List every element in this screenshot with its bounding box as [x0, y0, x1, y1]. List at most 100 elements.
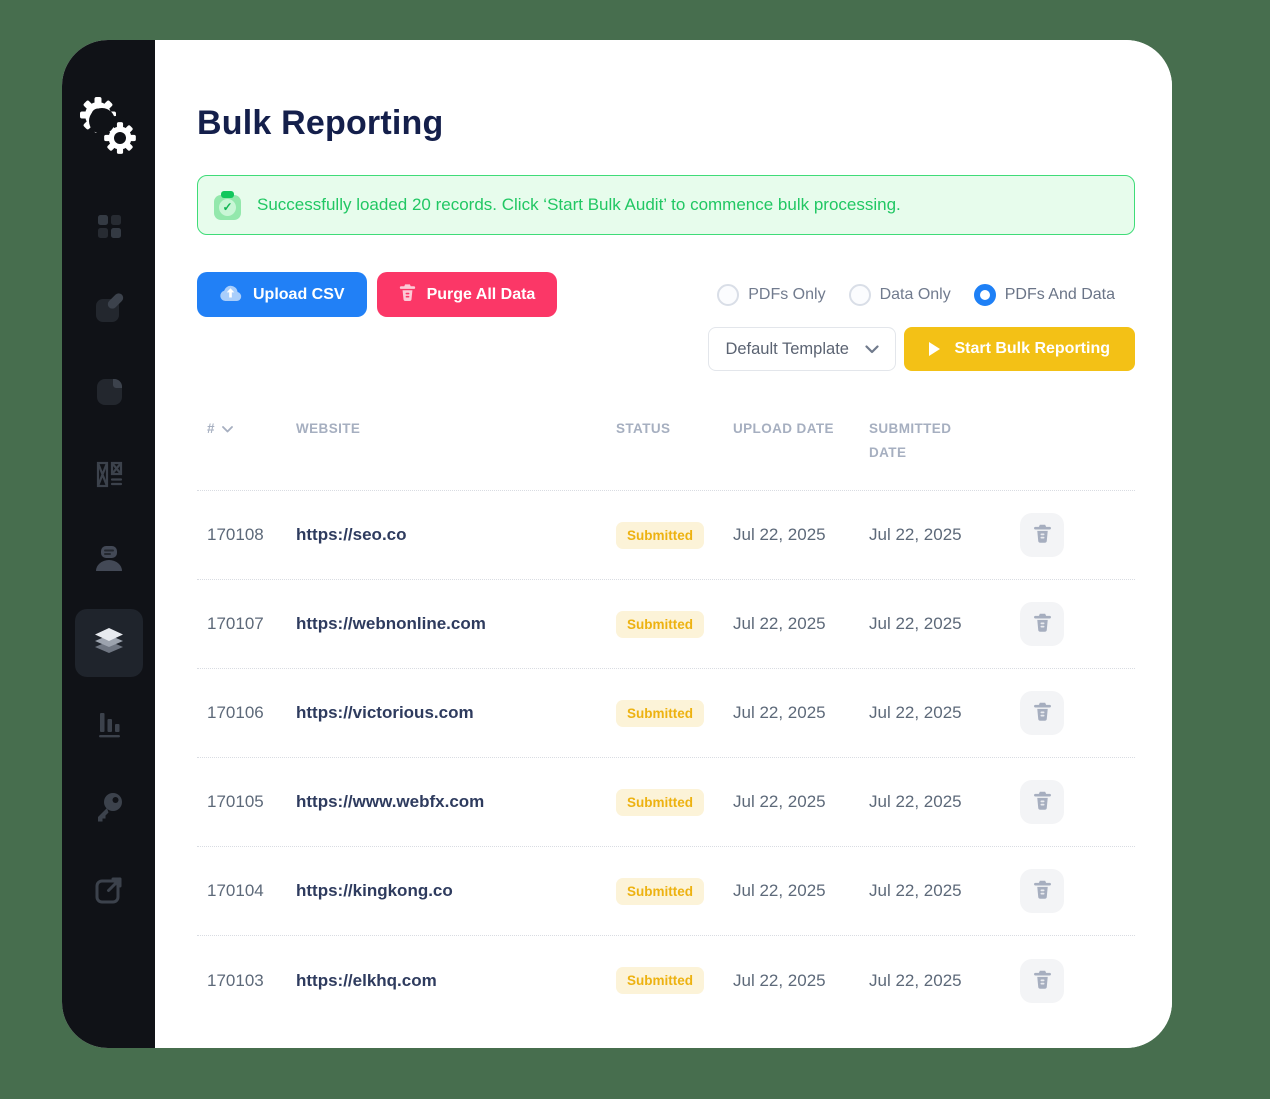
output-mode-radios: PDFs Only Data Only PDFs And Data	[717, 283, 1115, 306]
table-header: # WEBSITE STATUS UPLOAD DATE SUBMITTED D…	[197, 417, 1135, 492]
row-submitted-date: Jul 22, 2025	[869, 970, 962, 990]
clipboard-check-icon: ✓	[214, 190, 241, 220]
table-row: 170103 https://elkhq.com Submitted Jul 2…	[197, 936, 1135, 1025]
sidebar-item-bar-chart[interactable]	[75, 692, 143, 760]
radio-label: Data Only	[879, 285, 951, 303]
sidebar-item-external-link[interactable]	[75, 858, 143, 926]
table-body: 170108 https://seo.co Submitted Jul 22, …	[197, 491, 1135, 1025]
chevron-down-icon	[865, 340, 880, 359]
row-submitted-date: Jul 22, 2025	[869, 525, 962, 545]
start-bulk-reporting-label: Start Bulk Reporting	[954, 340, 1110, 357]
trash-icon	[1033, 523, 1052, 547]
row-id: 170106	[207, 703, 264, 723]
key-icon	[91, 789, 127, 830]
row-upload-date: Jul 22, 2025	[733, 792, 826, 812]
table-row: 170108 https://seo.co Submitted Jul 22, …	[197, 491, 1135, 581]
purge-all-data-button[interactable]: Purge All Data	[376, 272, 558, 317]
start-bulk-reporting-button[interactable]: Start Bulk Reporting	[904, 327, 1135, 371]
sidebar-item-key[interactable]	[75, 775, 143, 843]
radio-pdfs-only[interactable]: PDFs Only	[717, 283, 826, 306]
row-submitted-date: Jul 22, 2025	[869, 614, 962, 634]
main-content: Bulk Reporting ✓ Successfully loaded 20 …	[155, 40, 1172, 1048]
radio-circle	[717, 283, 740, 306]
table-row: 170106 https://victorious.com Submitted …	[197, 669, 1135, 759]
column-header-submitted-date: SUBMITTED DATE	[869, 421, 952, 460]
row-id: 170107	[207, 614, 264, 634]
edit-icon	[91, 291, 127, 332]
template-select[interactable]: Default Template	[708, 327, 897, 371]
row-upload-date: Jul 22, 2025	[733, 703, 826, 723]
radio-pdfs-and-data[interactable]: PDFs And Data	[973, 283, 1115, 306]
seoptimer-gear-logo[interactable]	[69, 86, 149, 168]
row-submitted-date: Jul 22, 2025	[869, 792, 962, 812]
toolbar-row: Upload CSV Purge All Data PDFs Only	[197, 272, 1135, 317]
status-badge: Submitted	[616, 877, 704, 905]
layers-icon	[90, 622, 128, 665]
page-title: Bulk Reporting	[197, 104, 444, 142]
status-badge: Submitted	[616, 610, 704, 638]
play-icon	[929, 342, 941, 356]
sidebar-item-edit[interactable]	[75, 277, 143, 345]
purge-all-data-label: Purge All Data	[426, 285, 536, 303]
status-badge: Submitted	[616, 699, 704, 727]
dashboard-icon	[91, 208, 127, 249]
document-icon	[91, 374, 127, 415]
trash-icon	[1033, 701, 1052, 725]
trash-icon	[1033, 790, 1052, 814]
app-window: Bulk Reporting ✓ Successfully loaded 20 …	[62, 40, 1172, 1048]
delete-row-button[interactable]	[1020, 869, 1064, 914]
table-row: 170104 https://kingkong.co Submitted Jul…	[197, 847, 1135, 937]
delete-row-button[interactable]	[1020, 602, 1064, 647]
delete-row-button[interactable]	[1020, 513, 1064, 558]
sidebar-item-template[interactable]	[75, 443, 143, 511]
row-id: 170105	[207, 792, 264, 812]
sidebar-item-dashboard[interactable]	[75, 194, 143, 262]
radio-circle	[848, 283, 871, 306]
delete-row-button[interactable]	[1020, 780, 1064, 825]
status-badge: Submitted	[616, 967, 704, 995]
upload-icon	[219, 283, 242, 307]
trash-icon	[399, 283, 416, 307]
radio-data-only[interactable]: Data Only	[848, 283, 951, 306]
status-badge: Submitted	[616, 788, 704, 816]
row-website: https://www.webfx.com	[296, 792, 485, 812]
column-header-website: WEBSITE	[296, 421, 361, 436]
delete-row-button[interactable]	[1020, 691, 1064, 736]
row-id: 170103	[207, 970, 264, 990]
row-upload-date: Jul 22, 2025	[733, 970, 826, 990]
row-website: https://webnonline.com	[296, 614, 486, 634]
radio-label: PDFs Only	[748, 285, 826, 303]
bulk-reports-table: # WEBSITE STATUS UPLOAD DATE SUBMITTED D…	[197, 417, 1135, 1025]
status-badge: Submitted	[616, 521, 704, 549]
report-controls-row: Default Template Start Bulk Reporting	[197, 327, 1135, 371]
row-website: https://kingkong.co	[296, 881, 453, 901]
row-website: https://victorious.com	[296, 703, 474, 723]
upload-csv-button[interactable]: Upload CSV	[197, 272, 367, 317]
sidebar-item-user[interactable]	[75, 526, 143, 594]
trash-icon	[1033, 969, 1052, 993]
radio-circle	[973, 283, 996, 306]
radio-label: PDFs And Data	[1004, 285, 1115, 303]
row-website: https://elkhq.com	[296, 970, 437, 990]
external-link-icon	[91, 872, 127, 913]
template-select-value: Default Template	[725, 339, 849, 358]
success-alert: ✓ Successfully loaded 20 records. Click …	[197, 175, 1135, 235]
row-website: https://seo.co	[296, 525, 407, 545]
row-submitted-date: Jul 22, 2025	[869, 881, 962, 901]
table-row: 170105 https://www.webfx.com Submitted J…	[197, 758, 1135, 848]
sort-chevron-icon	[222, 417, 233, 441]
sidebar	[62, 40, 155, 1048]
upload-csv-label: Upload CSV	[253, 285, 345, 303]
row-upload-date: Jul 22, 2025	[733, 881, 826, 901]
trash-icon	[1033, 879, 1052, 903]
alert-message: Successfully loaded 20 records. Click ‘S…	[257, 195, 901, 214]
delete-row-button[interactable]	[1020, 958, 1064, 1003]
row-id: 170104	[207, 881, 264, 901]
sidebar-item-layers[interactable]	[74, 609, 143, 677]
column-header-id[interactable]: #	[197, 417, 296, 441]
row-upload-date: Jul 22, 2025	[733, 614, 826, 634]
table-row: 170107 https://webnonline.com Submitted …	[197, 580, 1135, 670]
row-submitted-date: Jul 22, 2025	[869, 703, 962, 723]
row-upload-date: Jul 22, 2025	[733, 525, 826, 545]
sidebar-item-document[interactable]	[75, 360, 143, 428]
